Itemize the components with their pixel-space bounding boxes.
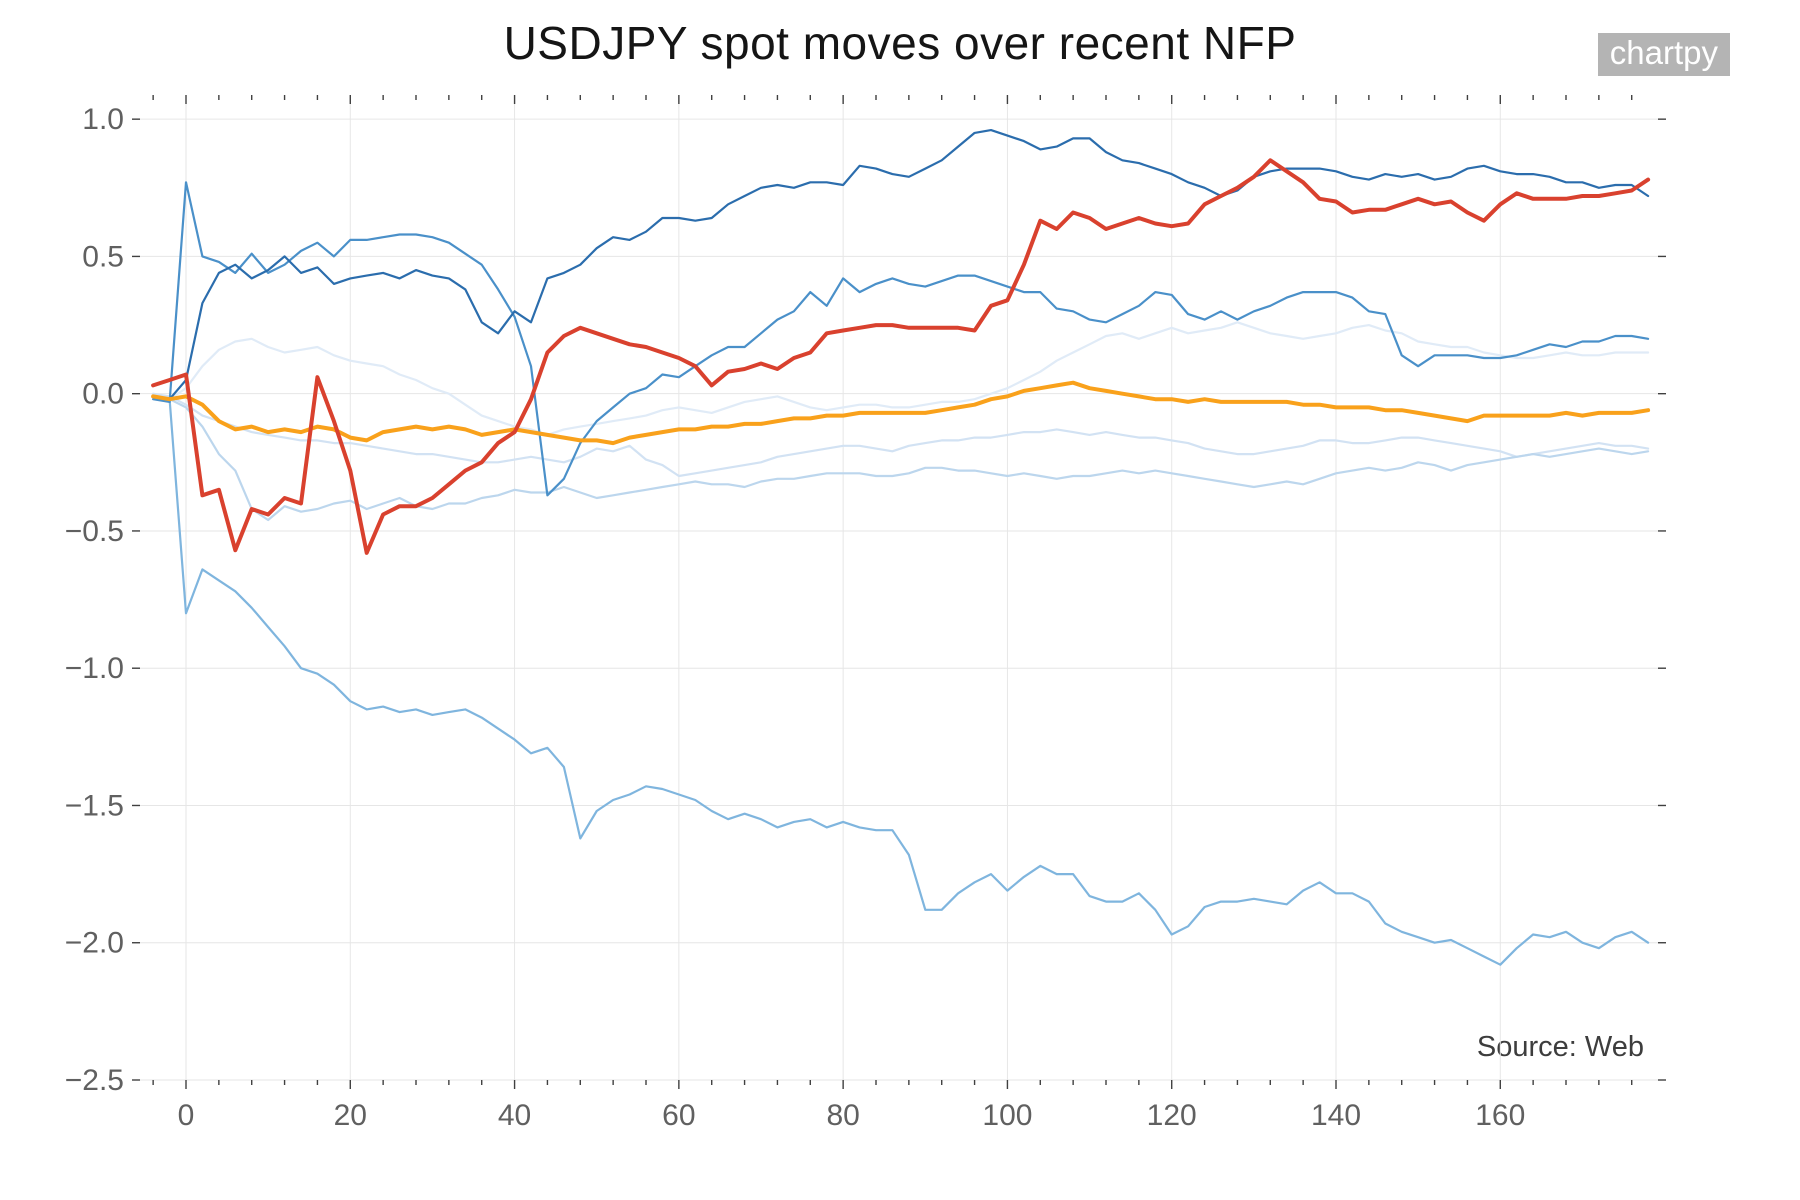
source-label: Source: Web [1476, 1031, 1644, 1063]
series-lines [151, 129, 1651, 966]
x-axis-tick-labels: 0 20 40 60 80 100 120 140 160 [178, 1099, 1526, 1132]
y-tick-label: −1.5 [65, 789, 124, 822]
y-tick-label: −2.0 [65, 927, 124, 960]
x-tick-label: 0 [178, 1099, 195, 1132]
x-tick-label: 80 [826, 1099, 859, 1132]
series-line-nfp-event-steel-blue [152, 181, 1650, 497]
x-tick-label: 100 [982, 1099, 1032, 1132]
x-tick-label: 20 [334, 1099, 367, 1132]
y-tick-label: −0.5 [65, 515, 124, 548]
x-tick-label: 60 [662, 1099, 695, 1132]
chartpy-watermark-badge: chartpy [1597, 33, 1730, 76]
grid [140, 95, 1658, 1081]
y-tick-label: −2.5 [65, 1064, 124, 1097]
y-axis-tick-labels: 1.0 0.5 0.0 −0.5 −1.0 −1.5 −2.0 −2.5 [65, 103, 124, 1097]
series-line-nfp-latest-red [151, 158, 1651, 555]
x-tick-label: 160 [1475, 1099, 1525, 1132]
chart-title: USDJPY spot moves over recent NFP [503, 17, 1297, 69]
series-line-nfp-event-dark-blue [152, 129, 1650, 401]
series-line-nfp-average-orange [151, 380, 1651, 446]
y-tick-label: −1.0 [65, 652, 124, 685]
y-tick-label: 0.5 [82, 240, 124, 273]
x-tick-label: 40 [498, 1099, 531, 1132]
series-line-nfp-event-light-blue [152, 395, 1650, 966]
x-tick-label: 140 [1311, 1099, 1361, 1132]
axis-ticks [132, 95, 1666, 1089]
series-line-nfp-event-palest-blue [152, 321, 1650, 436]
series-line-nfp-event-faint-blue [152, 392, 1650, 478]
y-tick-label: 0.0 [82, 378, 124, 411]
x-tick-label: 120 [1147, 1099, 1197, 1132]
y-tick-label: 1.0 [82, 103, 124, 136]
series-line-nfp-event-pale-blue [152, 395, 1650, 522]
